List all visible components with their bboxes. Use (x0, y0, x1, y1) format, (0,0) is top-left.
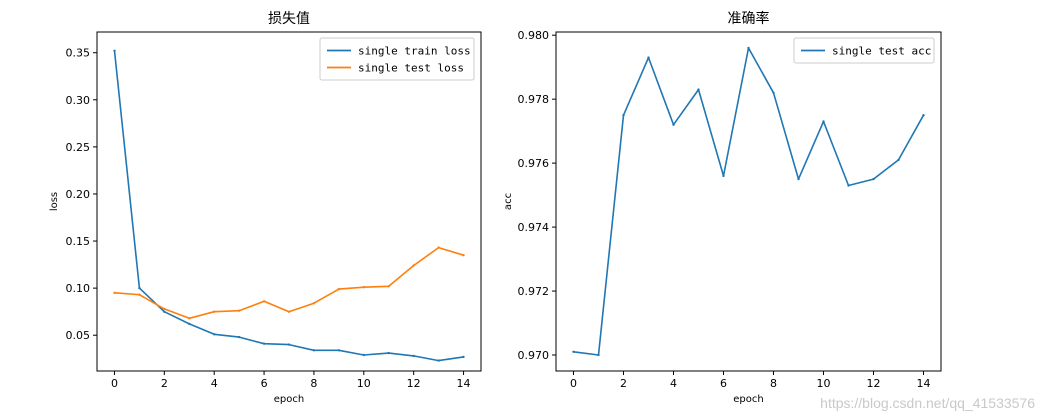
loss-legend-label-0: single train loss (358, 45, 471, 58)
loss-series-0-point-11 (387, 351, 390, 355)
loss-series-0-point-12 (412, 354, 415, 358)
acc-series-0-point-7 (747, 46, 750, 50)
acc-series-0-point-6 (722, 174, 725, 178)
acc-x-tick-label: 4 (670, 377, 677, 390)
loss-series-1-point-4 (213, 310, 216, 313)
loss-x-tick-label: 10 (357, 377, 371, 390)
acc-legend-box (793, 37, 935, 64)
loss-chart: 0 2 4 6 8 10 12 14 0.05 0.10 0.15 0.20 0.25 0.30 0.35 损… (49, 11, 482, 405)
loss-series-1-point-1 (138, 293, 141, 296)
loss-series-1-point-5 (237, 309, 241, 312)
acc-series-0-point-1 (597, 353, 600, 357)
acc-x-tick-label: 12 (867, 377, 881, 390)
loss-series-0-point-13 (437, 359, 440, 362)
loss-y-tick-label: 0.25 (66, 141, 91, 154)
acc-series-0-point-3 (647, 56, 650, 59)
loss-series-0-point-5 (237, 335, 241, 339)
loss-series-1-point-0 (113, 291, 116, 294)
loss-x-tick-label: 2 (161, 377, 168, 390)
loss-series-0-point-3 (188, 322, 191, 326)
acc-series-0-point-10 (822, 120, 825, 123)
loss-series-0-point-8 (312, 349, 316, 352)
loss-series-line-0 (113, 50, 464, 362)
loss-series-0-point-10 (362, 353, 365, 357)
loss-series-0-point-9 (337, 349, 341, 352)
loss-series-0-point-2 (163, 310, 166, 313)
acc-x-tick-label: 0 (570, 377, 577, 390)
loss-y-tick-label: 0.15 (66, 235, 91, 248)
acc-series-0-point-2 (622, 114, 625, 117)
loss-series-0-point-14 (462, 355, 465, 359)
loss-legend-box (319, 37, 475, 81)
loss-series-0-point-1 (138, 286, 141, 290)
watermark-text: https://blog.csdn.net/qq_41533576 (820, 395, 1035, 411)
loss-y-axis-label: loss (49, 192, 60, 211)
acc-series-0-point-9 (797, 177, 800, 181)
acc-series-0-point-5 (697, 88, 700, 91)
loss-series-1-point-2 (163, 307, 166, 311)
loss-series-1-point-13 (437, 246, 440, 249)
loss-y-tick-label: 0.10 (66, 282, 91, 295)
loss-y-tick-label: 0.35 (66, 47, 91, 60)
acc-chart-title: 准确率 (728, 10, 770, 27)
loss-legend: single train loss single test loss (319, 37, 475, 81)
loss-x-tick-label: 0 (111, 377, 118, 390)
acc-y-tick-label: 0.972 (518, 285, 550, 298)
acc-series-0-point-8 (772, 91, 775, 95)
loss-x-axis-label: epoch (274, 394, 304, 405)
loss-series-1-point-7 (287, 310, 291, 313)
loss-series-1-point-11 (387, 285, 390, 288)
acc-x-tick-label: 10 (817, 377, 831, 390)
loss-x-tick-label: 14 (457, 377, 471, 390)
loss-series-1-point-6 (262, 300, 266, 303)
acc-y-tick-label: 0.970 (518, 349, 550, 362)
loss-series-0-point-6 (262, 342, 266, 345)
loss-axes-frame (96, 31, 482, 372)
acc-axes-frame (555, 31, 942, 372)
loss-series-1-point-10 (362, 286, 365, 289)
loss-series-0-point-7 (287, 343, 291, 346)
accuracy-chart: 0 2 4 6 8 10 12 14 0.970 0.972 0.974 0.976 0.978 0.98… (503, 10, 942, 405)
acc-series-0-point-11 (847, 184, 850, 187)
loss-x-tick-label: 12 (407, 377, 421, 390)
loss-y-tick-label: 0.05 (66, 329, 91, 342)
acc-legend-label-0: single test acc (832, 45, 931, 58)
loss-x-tick-label: 8 (310, 377, 317, 390)
acc-series-0-point-12 (872, 177, 875, 181)
loss-series-1-point-8 (312, 302, 316, 305)
acc-series-line-0 (573, 47, 925, 356)
acc-x-axis-label: epoch (733, 394, 763, 405)
loss-legend-label-1: single test loss (358, 62, 464, 75)
acc-series-0-point-14 (922, 114, 925, 117)
loss-series-1-point-14 (462, 254, 465, 257)
loss-series-1-point-12 (412, 264, 415, 267)
loss-series-0-point-0 (113, 49, 116, 52)
acc-legend: single test acc (793, 37, 935, 64)
acc-y-tick-label: 0.978 (518, 93, 550, 106)
loss-chart-title: 损失值 (268, 11, 310, 27)
loss-y-tick-label: 0.20 (66, 188, 91, 201)
acc-y-tick-label: 0.980 (518, 29, 550, 42)
loss-series-0-point-4 (213, 333, 216, 336)
acc-x-tick-label: 8 (770, 377, 777, 390)
acc-x-tick-label: 2 (620, 377, 627, 390)
loss-series-1-point-9 (337, 287, 341, 291)
acc-y-tick-label: 0.974 (518, 221, 550, 234)
loss-series-line-1 (114, 246, 464, 320)
acc-series-0-point-13 (897, 158, 900, 162)
acc-y-axis-label: acc (503, 193, 514, 210)
loss-series-1-point-3 (188, 317, 191, 320)
acc-series-0-point-4 (672, 123, 675, 126)
loss-y-tick-label: 0.30 (66, 94, 91, 107)
acc-x-tick-label: 14 (917, 377, 931, 390)
loss-x-tick-label: 6 (261, 377, 268, 390)
acc-series-0-point-0 (572, 350, 575, 353)
acc-y-tick-label: 0.976 (518, 157, 550, 170)
loss-x-tick-label: 4 (211, 377, 218, 390)
acc-x-tick-label: 6 (720, 377, 727, 390)
